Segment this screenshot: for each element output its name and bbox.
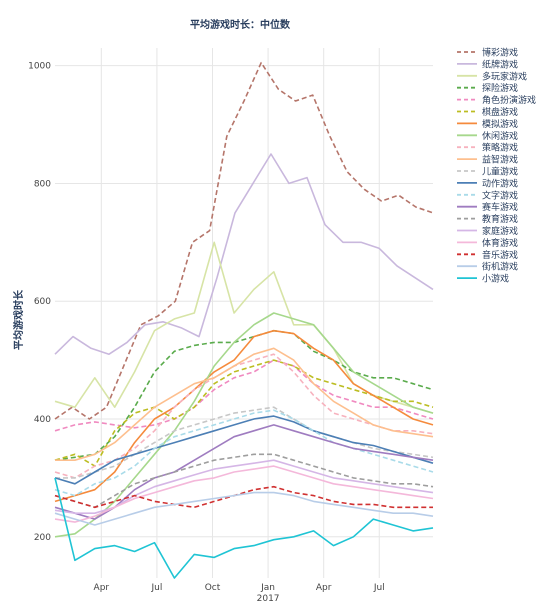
series-line [55,406,434,479]
chart-title: 平均游戏时长：中位数 [190,18,291,31]
series-line [54,241,434,414]
series-line [54,359,434,467]
x-tick-label: 2017 [257,594,280,604]
legend-label: 街机游戏 [482,261,518,273]
series-line [54,153,434,355]
legend-label: 探险游戏 [482,82,518,94]
legend-label: 棋盘游戏 [482,106,518,118]
legend-label: 多玩家游戏 [482,70,527,82]
legend-label: 小游戏 [482,273,509,285]
x-tick-label: Jan [260,583,275,593]
y-tick-label: 400 [34,415,51,425]
series-line [54,329,434,503]
series-line [54,353,434,479]
legend-label: 体育游戏 [482,237,518,249]
legend-label: 博彩游戏 [482,47,518,59]
series-line [54,61,434,420]
y-axis-ticks: 200 400 600 800 1000 [28,62,51,543]
legend-label: 纸牌游戏 [482,58,518,70]
legend-label: 音乐游戏 [482,249,518,261]
legend-label: 策略游戏 [482,142,518,154]
legend-label: 赛车游戏 [482,201,518,213]
legend-label: 角色扮演游戏 [482,94,536,106]
series-line [54,415,434,485]
grid [55,48,433,578]
legend-label: 家庭游戏 [482,225,518,237]
series-line [55,347,434,461]
series-line [54,485,433,509]
series-line [54,409,434,497]
series-line [54,359,434,432]
x-tick-label: Apr [316,583,332,593]
y-tick-label: 1000 [28,62,51,72]
y-tick-label: 800 [34,179,51,189]
series-line [54,312,434,538]
x-tick-label: Jul [373,583,385,593]
legend-label: 儿童游戏 [482,166,518,178]
series-lines [54,61,434,579]
series-line [54,491,434,526]
legend-label: 益智游戏 [482,154,518,166]
series-line [54,424,434,520]
y-tick-label: 200 [34,533,51,543]
series-line [54,465,434,523]
legend-label: 文字游戏 [482,189,518,201]
x-tick-label: Jul [150,583,162,593]
y-axis-title: 平均游戏时长 [12,289,25,350]
legend-label: 休闲游戏 [482,130,518,142]
x-tick-label: Oct [205,583,221,593]
series-line [54,453,434,509]
legend-label: 动作游戏 [482,177,518,189]
series-line [54,329,434,461]
y-tick-label: 600 [34,297,51,307]
legend-label: 教育游戏 [482,213,518,225]
series-line [54,477,434,579]
legend-label: 模拟游戏 [482,118,518,130]
legend: 博彩游戏纸牌游戏多玩家游戏探险游戏角色扮演游戏棋盘游戏模拟游戏休闲游戏策略游戏益… [457,47,536,285]
x-tick-label: Apr [94,583,110,593]
